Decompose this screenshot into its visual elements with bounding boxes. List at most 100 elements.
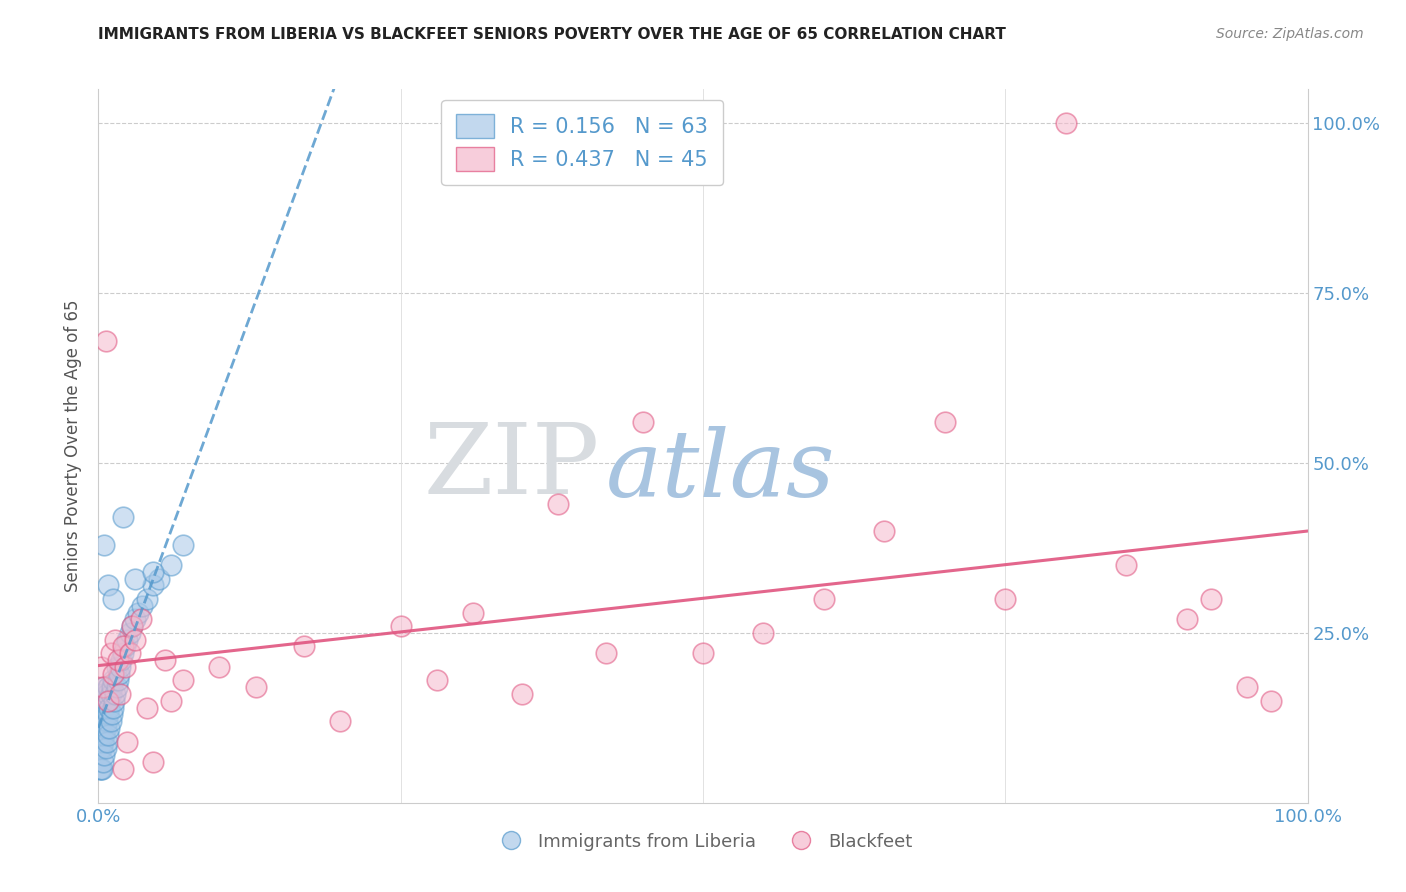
Point — [104, 687, 127, 701]
Point — [129, 612, 152, 626]
Point — [111, 762, 134, 776]
Point — [1054, 116, 1077, 130]
Point — [111, 646, 134, 660]
Point — [111, 640, 134, 654]
Point — [98, 721, 121, 735]
Point — [91, 728, 114, 742]
Point — [108, 687, 131, 701]
Point — [172, 537, 194, 551]
Point — [547, 497, 569, 511]
Point — [124, 612, 146, 626]
Point — [595, 646, 617, 660]
Point — [91, 755, 114, 769]
Point — [114, 640, 136, 654]
Point — [108, 666, 131, 681]
Point — [389, 619, 412, 633]
Point — [813, 591, 835, 606]
Point — [292, 640, 315, 654]
Y-axis label: Seniors Poverty Over the Age of 65: Seniors Poverty Over the Age of 65 — [65, 300, 83, 592]
Point — [142, 565, 165, 579]
Point — [1236, 680, 1258, 694]
Point — [121, 619, 143, 633]
Text: ZIP: ZIP — [425, 419, 600, 516]
Point — [172, 673, 194, 688]
Point — [631, 415, 654, 429]
Text: IMMIGRANTS FROM LIBERIA VS BLACKFEET SENIORS POVERTY OVER THE AGE OF 65 CORRELAT: IMMIGRANTS FROM LIBERIA VS BLACKFEET SEN… — [98, 27, 1007, 42]
Point — [97, 680, 120, 694]
Point — [100, 646, 122, 660]
Point — [117, 734, 139, 748]
Point — [142, 755, 165, 769]
Point — [873, 524, 896, 538]
Point — [208, 660, 231, 674]
Point — [97, 578, 120, 592]
Point — [97, 728, 120, 742]
Point — [107, 653, 129, 667]
Point — [93, 748, 115, 763]
Point — [96, 734, 118, 748]
Point — [100, 707, 122, 722]
Point — [1199, 591, 1222, 606]
Point — [101, 673, 124, 688]
Point — [1260, 694, 1282, 708]
Point — [934, 415, 956, 429]
Point — [463, 606, 485, 620]
Point — [90, 660, 112, 674]
Point — [124, 632, 146, 647]
Point — [97, 707, 120, 722]
Point — [91, 680, 114, 694]
Point — [100, 680, 122, 694]
Point — [104, 632, 127, 647]
Point — [111, 510, 134, 524]
Point — [1175, 612, 1198, 626]
Point — [89, 762, 111, 776]
Point — [110, 653, 132, 667]
Point — [153, 653, 176, 667]
Point — [121, 619, 143, 633]
Text: Source: ZipAtlas.com: Source: ZipAtlas.com — [1216, 27, 1364, 41]
Point — [105, 660, 128, 674]
Point — [510, 687, 533, 701]
Point — [752, 626, 775, 640]
Point — [94, 721, 117, 735]
Point — [118, 626, 141, 640]
Point — [994, 591, 1017, 606]
Point — [160, 558, 183, 572]
Point — [89, 728, 111, 742]
Point — [94, 334, 117, 348]
Point — [93, 537, 115, 551]
Point — [100, 714, 122, 729]
Point — [91, 714, 114, 729]
Point — [101, 591, 124, 606]
Point — [101, 666, 124, 681]
Point — [329, 714, 352, 729]
Point — [131, 599, 153, 613]
Point — [127, 606, 149, 620]
Point — [426, 673, 449, 688]
Point — [91, 741, 114, 756]
Point — [96, 714, 118, 729]
Point — [91, 694, 114, 708]
Point — [118, 646, 141, 660]
Point — [107, 673, 129, 688]
Point — [91, 707, 114, 722]
Point — [135, 700, 157, 714]
Point — [98, 700, 121, 714]
Point — [94, 741, 117, 756]
Point — [105, 680, 128, 694]
Point — [97, 694, 120, 708]
Point — [692, 646, 714, 660]
Point — [114, 660, 136, 674]
Point — [90, 694, 112, 708]
Point — [94, 694, 117, 708]
Point — [100, 687, 122, 701]
Point — [135, 591, 157, 606]
Point — [160, 694, 183, 708]
Point — [91, 687, 114, 701]
Point — [142, 578, 165, 592]
Point — [93, 728, 115, 742]
Point — [117, 632, 139, 647]
Point — [90, 741, 112, 756]
Point — [101, 700, 124, 714]
Point — [245, 680, 267, 694]
